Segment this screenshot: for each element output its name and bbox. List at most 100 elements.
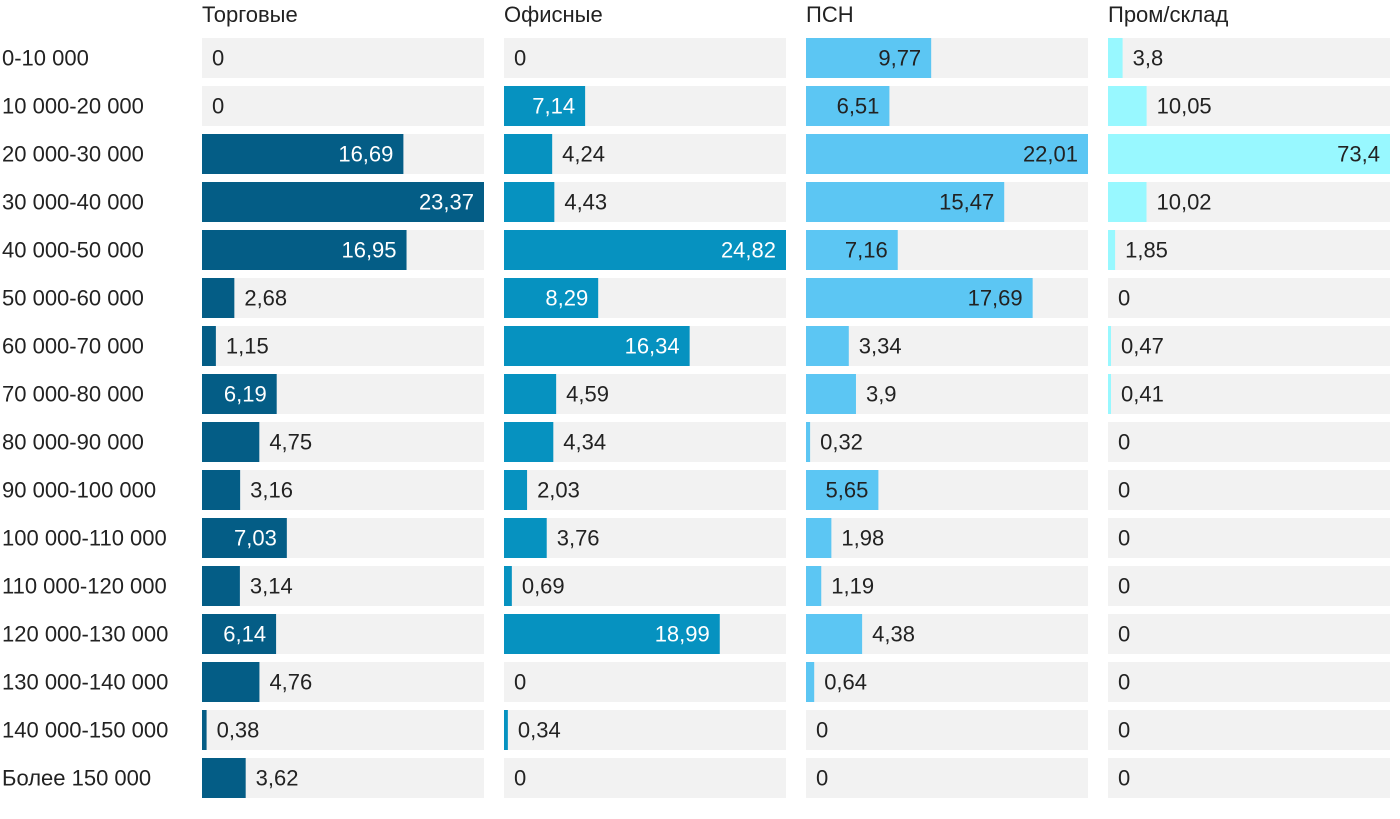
value-label: 3,8 <box>1133 46 1164 71</box>
value-label: 0 <box>1118 430 1130 455</box>
bar-track <box>1108 566 1390 606</box>
category-label: 70 000-80 000 <box>2 382 144 407</box>
bar <box>806 38 932 78</box>
value-label: 0 <box>1118 766 1130 791</box>
bar <box>202 470 241 510</box>
value-label: 0 <box>1118 718 1130 743</box>
bar-track <box>1108 374 1390 414</box>
bar-track <box>1108 662 1390 702</box>
value-label: 16,69 <box>338 142 393 167</box>
bar <box>806 470 879 510</box>
bar <box>202 374 277 414</box>
bar <box>202 662 260 702</box>
bar <box>504 710 508 750</box>
bar <box>1108 182 1147 222</box>
value-label: 4,38 <box>872 622 915 647</box>
value-label: 24,82 <box>721 238 776 263</box>
bar-track <box>1108 38 1390 78</box>
bar <box>504 518 547 558</box>
bar <box>806 326 849 366</box>
category-label: 100 000-110 000 <box>2 526 167 551</box>
bar <box>504 86 586 126</box>
bar <box>202 422 260 462</box>
bar <box>806 518 832 558</box>
category-label: 50 000-60 000 <box>2 286 144 311</box>
value-label: 0 <box>1118 286 1130 311</box>
bar-track <box>1108 614 1390 654</box>
bar-track <box>1108 182 1390 222</box>
bar <box>202 614 277 654</box>
value-label: 1,19 <box>831 574 874 599</box>
category-label: 130 000-140 000 <box>2 670 168 695</box>
value-label: 0,38 <box>217 718 260 743</box>
bar <box>504 278 599 318</box>
bar <box>202 518 287 558</box>
value-label: 8,29 <box>545 286 588 311</box>
bar-track <box>1108 86 1390 126</box>
value-label: 0 <box>816 718 828 743</box>
bar-track <box>1108 470 1390 510</box>
category-label: 10 000-20 000 <box>2 94 144 119</box>
value-label: 0 <box>1118 478 1130 503</box>
series-header: Торговые <box>202 2 298 27</box>
bar <box>1108 134 1390 174</box>
bar-track <box>1108 758 1390 798</box>
bar-track <box>504 662 786 702</box>
value-label: 23,37 <box>419 190 474 215</box>
bar <box>806 134 1088 174</box>
value-label: 15,47 <box>939 190 994 215</box>
value-label: 2,68 <box>244 286 287 311</box>
bar-track <box>806 758 1088 798</box>
series-header: Офисные <box>504 2 603 27</box>
value-label: 0 <box>514 46 526 71</box>
value-label: 3,76 <box>557 526 600 551</box>
bar <box>1108 38 1123 78</box>
bar-track <box>202 86 484 126</box>
bar-track <box>806 422 1088 462</box>
value-label: 2,03 <box>537 478 580 503</box>
value-label: 0,64 <box>824 670 867 695</box>
bar-track <box>504 38 786 78</box>
bar <box>806 566 822 606</box>
bar <box>504 374 557 414</box>
bar-track <box>806 518 1088 558</box>
category-label: 80 000-90 000 <box>2 430 144 455</box>
bar-track <box>806 710 1088 750</box>
bar <box>504 566 512 606</box>
value-label: 4,34 <box>563 430 606 455</box>
value-label: 10,05 <box>1157 94 1212 119</box>
value-label: 0 <box>212 46 224 71</box>
category-label: 30 000-40 000 <box>2 190 144 215</box>
bar <box>806 182 1005 222</box>
value-label: 17,69 <box>968 286 1023 311</box>
value-label: 1,15 <box>226 334 269 359</box>
value-label: 3,62 <box>256 766 299 791</box>
value-label: 4,24 <box>562 142 605 167</box>
category-label: 90 000-100 000 <box>2 478 156 503</box>
bar-track <box>202 566 484 606</box>
category-label: Более 150 000 <box>2 766 151 791</box>
value-label: 7,16 <box>845 238 888 263</box>
value-label: 6,14 <box>223 622 266 647</box>
bar-track <box>504 758 786 798</box>
value-label: 0,34 <box>518 718 561 743</box>
bar-track <box>504 566 786 606</box>
value-label: 3,34 <box>859 334 902 359</box>
bar <box>504 614 720 654</box>
value-label: 0 <box>514 766 526 791</box>
value-label: 0 <box>1118 622 1130 647</box>
value-label: 22,01 <box>1023 142 1078 167</box>
bar <box>806 86 890 126</box>
bar-track <box>202 278 484 318</box>
bar <box>806 278 1033 318</box>
bar <box>202 566 240 606</box>
bar-track <box>806 566 1088 606</box>
bar <box>806 230 898 270</box>
bar <box>1108 374 1111 414</box>
bar <box>504 470 528 510</box>
bar <box>806 662 815 702</box>
bar <box>202 710 207 750</box>
bar <box>504 230 786 270</box>
